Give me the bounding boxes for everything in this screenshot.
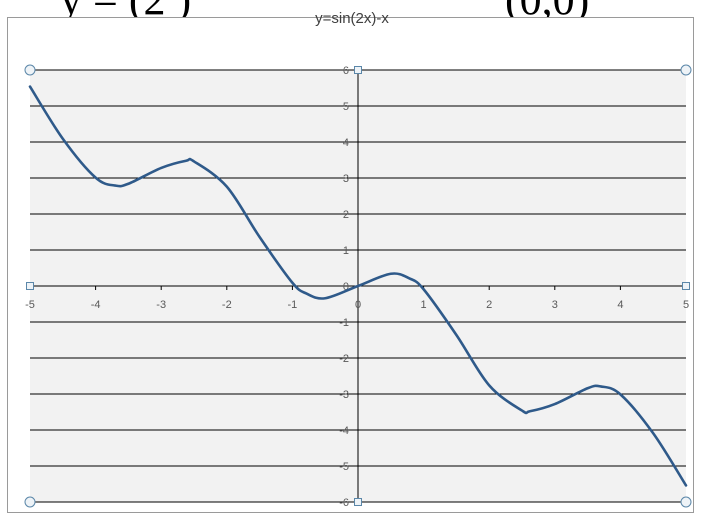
- chart-title: y=sin(2x)-x: [315, 10, 389, 27]
- series-line: [28, 85, 688, 487]
- x-tick-label: 1: [421, 299, 427, 311]
- resize-handle-corner: [24, 64, 36, 76]
- resize-handle-side: [26, 282, 34, 290]
- resize-handle-corner: [680, 496, 692, 508]
- x-tick-label: -1: [288, 299, 298, 311]
- y-tick-label: -1: [339, 317, 349, 329]
- x-tick-label: -4: [91, 299, 101, 311]
- x-tick-label: 5: [683, 299, 689, 311]
- x-tick-label: -5: [25, 299, 35, 311]
- y-tick-label: -3: [339, 389, 349, 401]
- y-tick-label: 1: [343, 245, 349, 257]
- resize-handle-corner: [680, 64, 692, 76]
- y-tick-label: 5: [343, 101, 349, 113]
- x-tick-label: -3: [156, 299, 166, 311]
- x-tick-label: 3: [552, 299, 558, 311]
- resize-handle-side: [682, 282, 690, 290]
- resize-handle-corner: [24, 496, 36, 508]
- x-tick-label: -2: [222, 299, 232, 311]
- y-tick-label: 4: [343, 137, 349, 149]
- y-tick-label: 0: [343, 281, 349, 293]
- y-tick-label: 3: [343, 173, 349, 185]
- y-tick-label: -4: [339, 425, 349, 437]
- y-tick-label: -2: [339, 353, 349, 365]
- y-tick-label: 6: [343, 65, 349, 77]
- x-tick-label: 0: [355, 299, 361, 311]
- x-tick-label: 4: [617, 299, 623, 311]
- resize-handle-side: [354, 498, 362, 506]
- y-tick-label: 2: [343, 209, 349, 221]
- header-right-text: (0,0): [505, 0, 589, 20]
- x-tick-label: 2: [486, 299, 492, 311]
- header-left-text: y = (2 ): [60, 0, 191, 20]
- y-tick-label: -6: [339, 497, 349, 509]
- header-text-fragment: y = (2 ) (0,0): [0, 0, 704, 20]
- resize-handle-side: [354, 66, 362, 74]
- y-tick-label: -5: [339, 461, 349, 473]
